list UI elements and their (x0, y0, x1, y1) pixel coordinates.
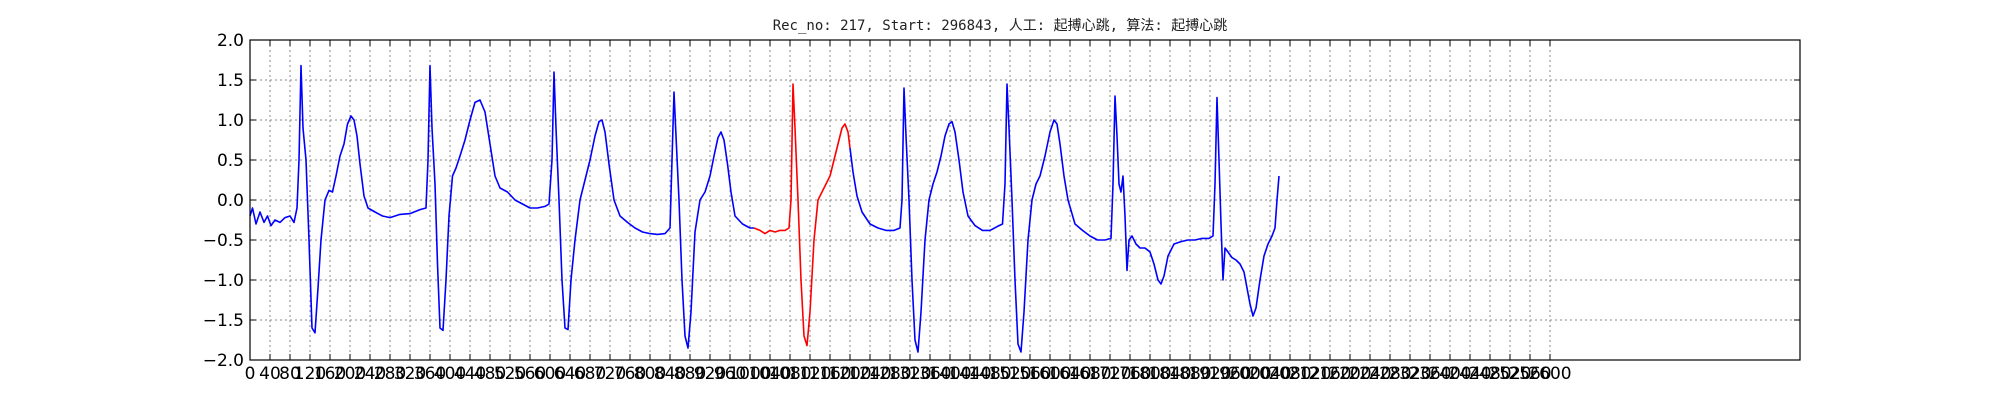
x-tick-label: 240 (354, 364, 386, 384)
x-tick-label: 1640 (1048, 364, 1091, 384)
x-tick-label: 1760 (1108, 364, 1151, 384)
x-tick-label: 1400 (928, 364, 971, 384)
x-tick-label: 280 (374, 364, 406, 384)
series-line-0 (249, 64, 754, 349)
x-tick-label: 520 (494, 364, 526, 384)
x-tick-label: 2400 (1428, 364, 1471, 384)
x-tick-label: 2080 (1268, 364, 1311, 384)
x-tick-label: 80 (279, 364, 301, 384)
y-tick-label: −0.5 (203, 231, 244, 251)
x-tick-label: 2560 (1508, 364, 1551, 384)
x-tick-label: 2360 (1408, 364, 1451, 384)
x-tick-label: 1680 (1068, 364, 1111, 384)
x-tick-label: 1320 (888, 364, 931, 384)
x-tick-label: 2280 (1368, 364, 1411, 384)
x-tick-label: 1840 (1148, 364, 1191, 384)
x-tick-label: 800 (634, 364, 666, 384)
y-tick-label: −2.0 (203, 351, 244, 371)
x-tick-label: 600 (534, 364, 566, 384)
x-tick-label: 1040 (748, 364, 791, 384)
x-tick-label: 840 (654, 364, 686, 384)
x-tick-label: 1720 (1088, 364, 1131, 384)
x-tick-label: 2240 (1348, 364, 1391, 384)
y-tick-label: 0.0 (217, 191, 244, 211)
x-axis: 0 408012016020024028032036040044048052056… (245, 40, 1572, 384)
y-axis: 2.0 1.5 1.0 0.5 0.0 −0.5 −1.0 −1.5 −2.0 (203, 31, 1800, 371)
x-tick-label: 2320 (1388, 364, 1431, 384)
series-line-1 (753, 83, 851, 347)
x-tick-label: 1800 (1128, 364, 1171, 384)
y-tick-label: −1.5 (203, 311, 244, 331)
x-tick-label: 960 (714, 364, 746, 384)
x-tick-label: 1240 (848, 364, 891, 384)
x-tick-label: 1280 (868, 364, 911, 384)
x-tick-label: 400 (434, 364, 466, 384)
x-tick-label: 1480 (968, 364, 1011, 384)
x-tick-label: 760 (614, 364, 646, 384)
series-line-2 (849, 83, 1280, 353)
x-tick-label: 2040 (1248, 364, 1291, 384)
x-tick-label: 1160 (808, 364, 851, 384)
x-tick-label: 2000 (1228, 364, 1271, 384)
x-tick-label: 440 (454, 364, 486, 384)
series-layer (249, 64, 1280, 353)
x-tick-label: 160 (314, 364, 346, 384)
y-tick-label: −1.0 (203, 271, 244, 291)
x-tick-label: 1000 (728, 364, 771, 384)
x-tick-label: 640 (554, 364, 586, 384)
x-tick-label: 1200 (828, 364, 871, 384)
x-tick-label: 40 (259, 364, 281, 384)
x-tick-label: 720 (594, 364, 626, 384)
x-tick-label: 1560 (1008, 364, 1051, 384)
x-tick-label: 2600 (1528, 364, 1571, 384)
x-tick-label: 1960 (1208, 364, 1251, 384)
x-tick-label: 560 (514, 364, 546, 384)
x-tick-label: 2480 (1468, 364, 1511, 384)
x-tick-label: 1600 (1028, 364, 1071, 384)
x-tick-label: 2160 (1308, 364, 1351, 384)
x-tick-label: 1440 (948, 364, 991, 384)
x-tick-label: 2520 (1488, 364, 1531, 384)
x-tick-label: 880 (674, 364, 706, 384)
y-tick-label: 1.0 (217, 111, 244, 131)
x-tick-label: 920 (694, 364, 726, 384)
grid-lines (250, 40, 1800, 360)
x-tick-label: 0 (245, 364, 256, 384)
x-tick-label: 1520 (988, 364, 1031, 384)
x-tick-label: 480 (474, 364, 506, 384)
x-tick-label: 320 (394, 364, 426, 384)
x-tick-label: 1080 (768, 364, 811, 384)
x-tick-label: 1360 (908, 364, 951, 384)
x-tick-label: 1120 (788, 364, 831, 384)
y-tick-label: 2.0 (217, 31, 244, 51)
x-tick-label: 2440 (1448, 364, 1491, 384)
x-tick-label: 1880 (1168, 364, 1211, 384)
x-tick-label: 120 (294, 364, 326, 384)
x-tick-label: 680 (574, 364, 606, 384)
chart-title: Rec_no: 217, Start: 296843, 人工: 起搏心跳, 算法… (773, 17, 1228, 34)
x-tick-label: 2120 (1288, 364, 1331, 384)
x-tick-label: 200 (334, 364, 366, 384)
x-tick-label: 1920 (1188, 364, 1231, 384)
y-tick-label: 1.5 (217, 71, 244, 91)
x-tick-label: 2200 (1328, 364, 1371, 384)
x-tick-label: 360 (414, 364, 446, 384)
y-tick-label: 0.5 (217, 151, 244, 171)
